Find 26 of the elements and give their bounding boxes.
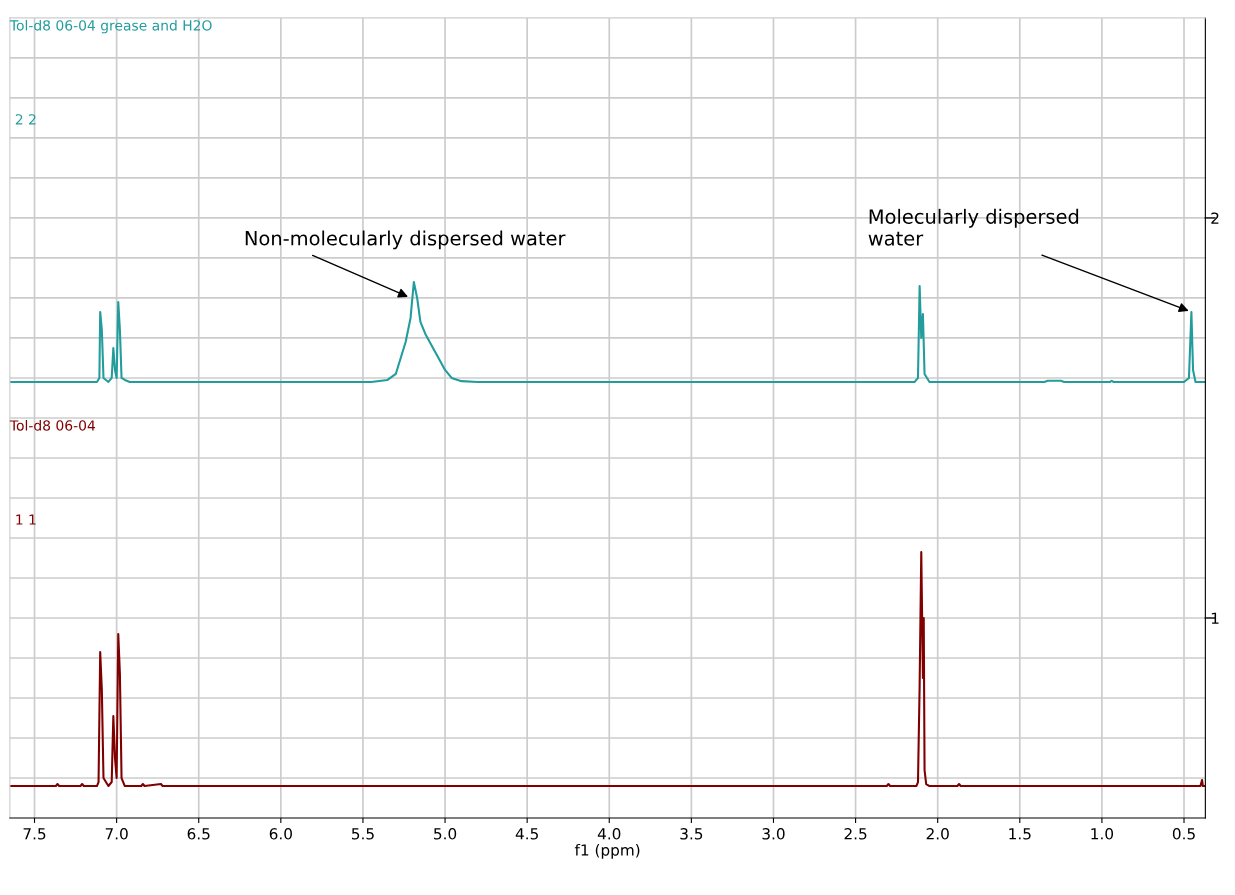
line-series <box>9 550 1206 788</box>
annotation: Non-molecularly dispersed water <box>245 230 566 250</box>
annotation: Molecularly dispersed water <box>868 208 1079 246</box>
line-series <box>9 280 1206 383</box>
x-tick-label: 1.5 <box>1009 828 1031 840</box>
y-tick-label: 1 <box>1211 612 1219 624</box>
x-tick-label: 5.5 <box>351 828 374 840</box>
x-tick-label: 6.5 <box>187 828 210 840</box>
x-tick-label: 2.0 <box>926 828 949 840</box>
x-axis-title: f1 (ppm) <box>574 843 640 859</box>
x-tick-label: 1.0 <box>1091 828 1114 840</box>
x-tick-label: 7.0 <box>105 828 128 840</box>
x-tick-label: 3.0 <box>762 828 785 840</box>
x-tick-label: 4.5 <box>515 828 538 840</box>
annotation: 2 2 <box>15 114 36 125</box>
x-tick-label: 0.5 <box>1172 828 1195 840</box>
text: Tol-d8 06-04 grease and H2O <box>9 19 212 34</box>
x-tick-label: 6.0 <box>269 828 292 840</box>
x-tick-label: 4.0 <box>597 828 621 840</box>
y-tick-label: 2 <box>1211 212 1219 224</box>
annotation: 1 1 <box>16 514 36 525</box>
text: Tol-d8 06-04 <box>9 419 96 431</box>
x-tick-label: 3.5 <box>680 828 703 840</box>
x-tick-label: 2.5 <box>844 828 867 840</box>
x-tick-label: 7.5 <box>23 828 46 840</box>
x-tick-label: 5.0 <box>434 828 457 840</box>
